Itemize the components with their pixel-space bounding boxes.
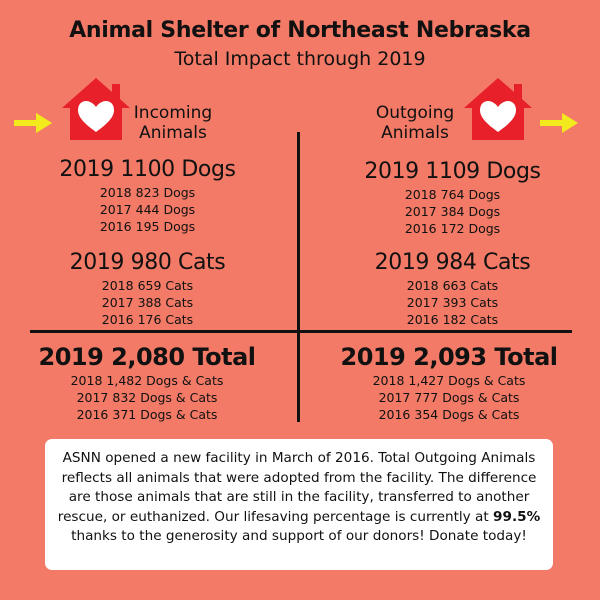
outgoing-cats-2017: 2017 393 Cats bbox=[406, 295, 499, 310]
arrow-right-icon bbox=[540, 113, 578, 133]
incoming-label-line2: Animals bbox=[139, 123, 207, 143]
incoming-cats-main: 2019 980 Cats bbox=[69, 250, 226, 275]
house-heart-icon bbox=[464, 78, 532, 140]
house-heart-icon bbox=[62, 78, 130, 140]
outgoing-total: 2019 2,093 Total 2018 1,427 Dogs & Cats … bbox=[318, 342, 580, 423]
arrow-right-icon bbox=[14, 113, 52, 133]
outgoing-total-main: 2019 2,093 Total bbox=[340, 343, 559, 371]
incoming-total-2016: 2016 371 Dogs & Cats bbox=[76, 407, 218, 422]
incoming-cats-2018: 2018 659 Cats bbox=[101, 278, 194, 293]
incoming-label-line1: Incoming bbox=[133, 103, 213, 123]
page-subtitle: Total Impact through 2019 bbox=[174, 48, 426, 70]
vertical-divider bbox=[297, 132, 300, 422]
incoming-dogs-main: 2019 1100 Dogs bbox=[59, 157, 236, 182]
incoming-label: Incoming Animals bbox=[133, 103, 213, 143]
horizontal-divider bbox=[30, 330, 572, 333]
outgoing-cats-2018: 2018 663 Cats bbox=[406, 278, 499, 293]
incoming-total-2018: 2018 1,482 Dogs & Cats bbox=[70, 373, 224, 388]
incoming-dogs-2018: 2018 823 Dogs bbox=[99, 185, 196, 200]
outgoing-cats: 2019 984 Cats 2018 663 Cats 2017 393 Cat… bbox=[335, 249, 570, 328]
outgoing-total-2016: 2016 354 Dogs & Cats bbox=[378, 407, 520, 422]
incoming-total-main: 2019 2,080 Total bbox=[38, 343, 257, 371]
incoming-dogs-2017: 2017 444 Dogs bbox=[99, 202, 196, 217]
outgoing-label-line2: Animals bbox=[381, 123, 449, 143]
outgoing-cats-2016: 2016 182 Cats bbox=[406, 312, 499, 327]
incoming-cats-2017: 2017 388 Cats bbox=[101, 295, 194, 310]
outgoing-dogs-2017: 2017 384 Dogs bbox=[404, 204, 501, 219]
incoming-cats-2016: 2016 176 Cats bbox=[101, 312, 194, 327]
note-text-before: ASNN opened a new facility in March of 2… bbox=[57, 450, 537, 525]
outgoing-cats-main: 2019 984 Cats bbox=[374, 250, 531, 275]
note-text-after: thanks to the generosity and support of … bbox=[71, 528, 527, 544]
outgoing-total-2018: 2018 1,427 Dogs & Cats bbox=[372, 373, 526, 388]
info-note: ASNN opened a new facility in March of 2… bbox=[45, 439, 553, 570]
incoming-total: 2019 2,080 Total 2018 1,482 Dogs & Cats … bbox=[16, 342, 278, 423]
note-highlight: 99.5% bbox=[493, 508, 541, 525]
outgoing-dogs: 2019 1109 Dogs 2018 764 Dogs 2017 384 Do… bbox=[335, 158, 570, 237]
outgoing-label: Outgoing Animals bbox=[372, 103, 458, 143]
outgoing-total-2017: 2017 777 Dogs & Cats bbox=[378, 390, 520, 405]
incoming-dogs: 2019 1100 Dogs 2018 823 Dogs 2017 444 Do… bbox=[30, 156, 265, 235]
outgoing-label-line1: Outgoing bbox=[375, 103, 455, 123]
incoming-total-2017: 2017 832 Dogs & Cats bbox=[76, 390, 218, 405]
incoming-dogs-2016: 2016 195 Dogs bbox=[99, 219, 196, 234]
outgoing-dogs-main: 2019 1109 Dogs bbox=[364, 159, 541, 184]
incoming-cats: 2019 980 Cats 2018 659 Cats 2017 388 Cat… bbox=[30, 249, 265, 328]
outgoing-dogs-2016: 2016 172 Dogs bbox=[404, 221, 501, 236]
outgoing-dogs-2018: 2018 764 Dogs bbox=[404, 187, 501, 202]
page-title: Animal Shelter of Northeast Nebraska bbox=[69, 18, 531, 43]
